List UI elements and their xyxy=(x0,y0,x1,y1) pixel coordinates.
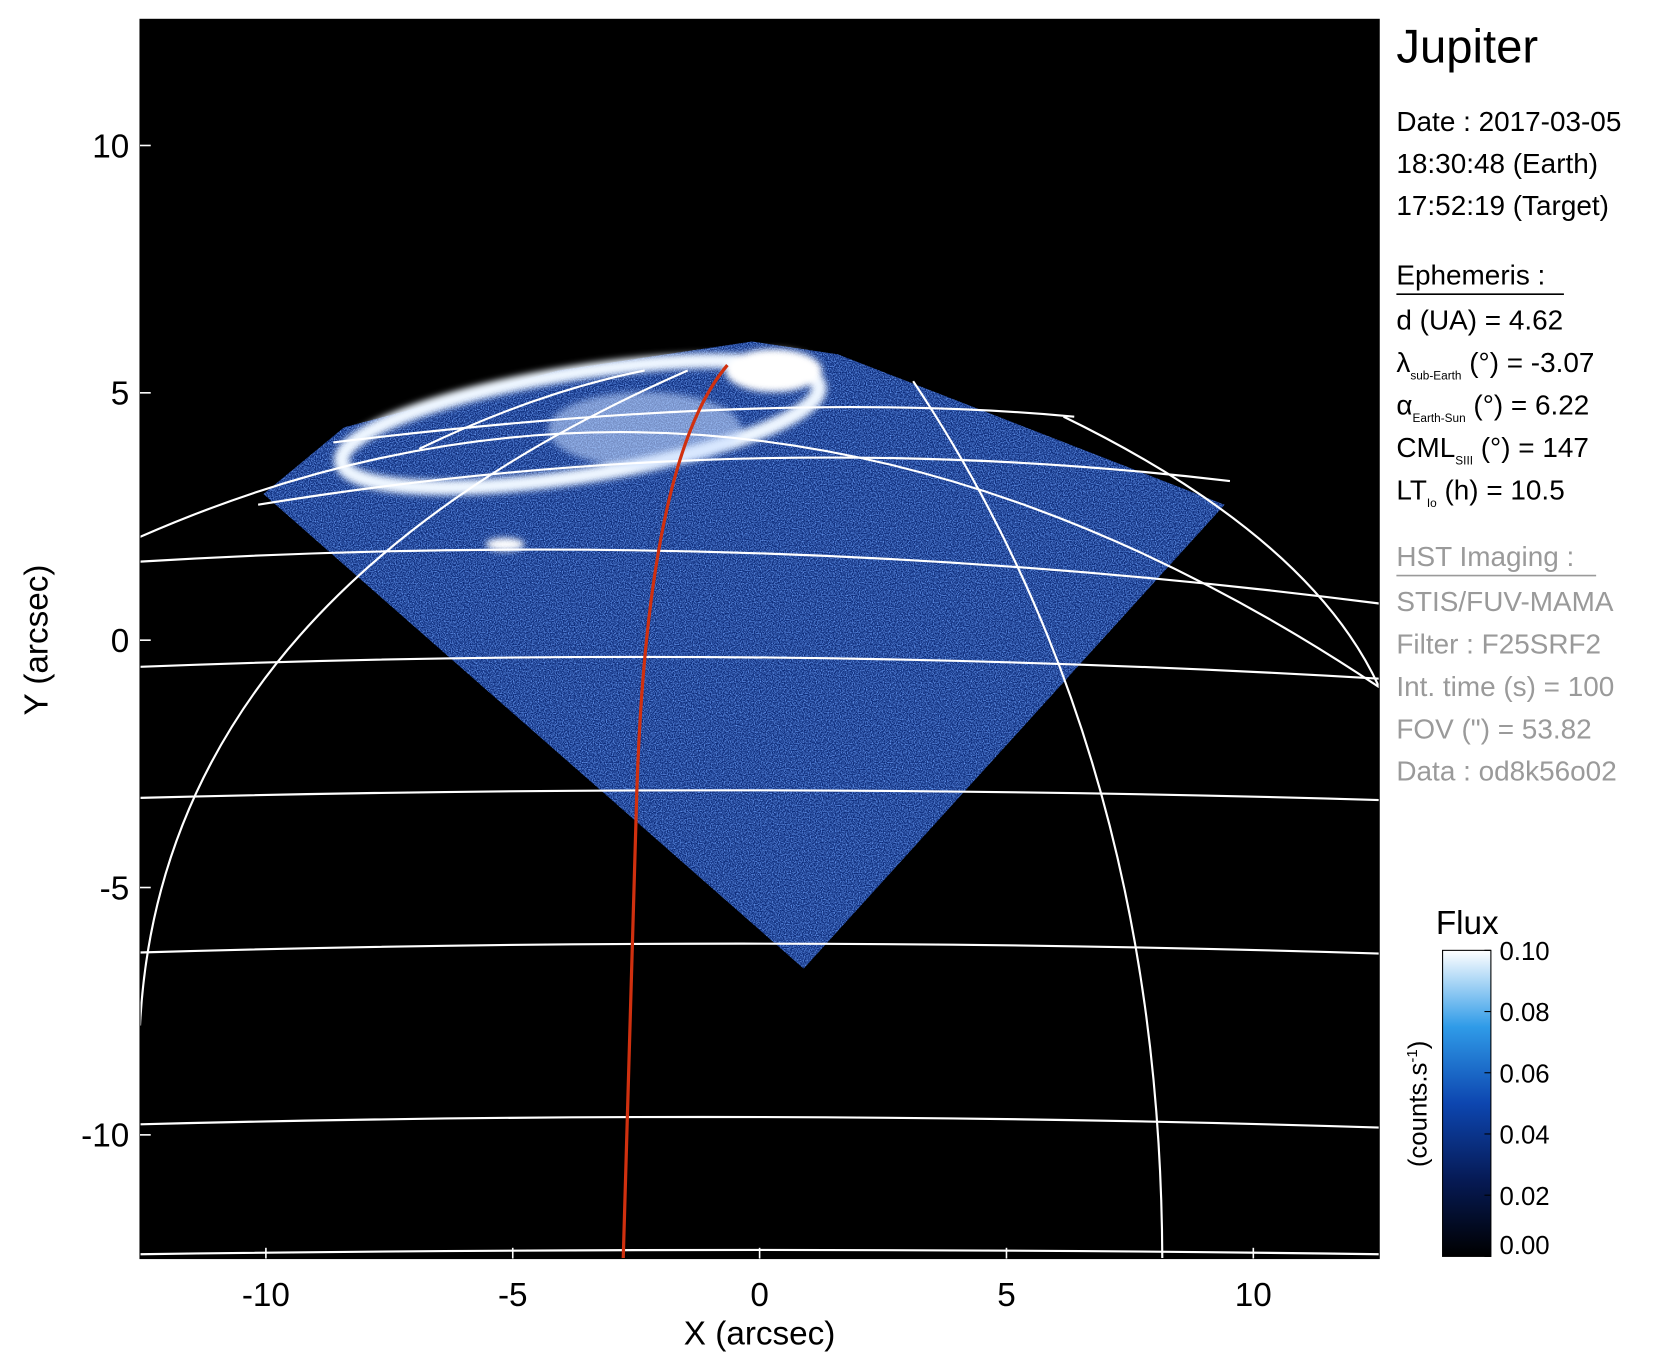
ephemeris-text: (°) = -3.07 xyxy=(1462,347,1595,378)
ephemeris-symbol: LT xyxy=(1396,474,1427,505)
image xyxy=(140,19,1380,1259)
target-name: Jupiter xyxy=(1396,20,1538,73)
y-tick-label: 10 xyxy=(92,128,129,165)
colorbar-title: Flux xyxy=(1436,905,1499,942)
imaging-line: Int. time (s) = 100 xyxy=(1396,671,1614,702)
x-tick-label: -5 xyxy=(498,1277,528,1314)
ephemeris-line: αEarth-Sun (°) = 6.22 xyxy=(1396,390,1589,426)
ephemeris-line: CMLSIII (°) = 147 xyxy=(1396,432,1589,468)
colorbar-tick-label: 0.10 xyxy=(1499,938,1549,966)
colorbar-tick-label: 0.06 xyxy=(1499,1060,1549,1088)
colorbar-tick-label: 0.02 xyxy=(1499,1183,1549,1211)
aurora xyxy=(333,348,827,551)
central-meridian xyxy=(621,364,729,1259)
ephemeris-text: (h) = 10.5 xyxy=(1437,474,1565,505)
ephemeris-line: λsub-Earth (°) = -3.07 xyxy=(1396,347,1594,383)
imaging-line: Filter : F25SRF2 xyxy=(1396,628,1601,659)
ephemeris-symbol: λ xyxy=(1396,347,1410,378)
colorbar-tick-label: 0.08 xyxy=(1499,999,1549,1027)
imaging-line: Data : od8k56o02 xyxy=(1396,756,1616,787)
x-tick-label: 5 xyxy=(997,1277,1016,1314)
ephemeris-symbol: d (UA) = 4.62 xyxy=(1396,305,1563,336)
colorbar-label-close: ) xyxy=(1404,1041,1432,1050)
date-line: 18:30:48 (Earth) xyxy=(1396,148,1598,179)
colorbar-label: (counts.s-1) xyxy=(1404,1041,1433,1168)
y-tick-label: -5 xyxy=(100,870,130,907)
colorbar-tick-label: 0.04 xyxy=(1499,1122,1549,1150)
date-line: 17:52:19 (Target) xyxy=(1396,190,1609,221)
x-tick-label: 0 xyxy=(750,1277,769,1314)
colorbar xyxy=(1442,949,1492,1257)
ephemeris-sub: Io xyxy=(1427,496,1437,510)
y-tick-label: 0 xyxy=(111,623,130,660)
x-tick-label: -10 xyxy=(242,1277,290,1314)
ephemeris-sub: sub-Earth xyxy=(1410,369,1461,383)
ephemeris-line: LTIo (h) = 10.5 xyxy=(1396,474,1564,510)
imaging-line: STIS/FUV-MAMA xyxy=(1396,586,1613,617)
y-tick-label: -10 xyxy=(81,1118,129,1155)
imaging-title: HST Imaging : xyxy=(1396,541,1574,572)
planet-grid xyxy=(140,369,1380,1259)
y-axis-label: Y (arcsec) xyxy=(19,565,56,716)
imaging-line: FOV (") = 53.82 xyxy=(1396,713,1591,744)
ephemeris-text: (°) = 147 xyxy=(1473,432,1589,463)
ephemeris-sub: Earth-Sun xyxy=(1413,411,1466,425)
ephemeris-line: d (UA) = 4.62 xyxy=(1396,305,1563,336)
y-tick-label: 5 xyxy=(111,376,130,413)
ephemeris-symbol: CML xyxy=(1396,432,1455,463)
colorbar-label-sup: -1 xyxy=(1404,1049,1421,1062)
colorbar-tick-label: 0.00 xyxy=(1499,1232,1549,1260)
ephemeris-text: (°) = 6.22 xyxy=(1466,390,1590,421)
ephemeris-title: Ephemeris : xyxy=(1396,260,1545,291)
colorbar-label-text: (counts.s xyxy=(1404,1063,1432,1168)
ephemeris-symbol: α xyxy=(1396,390,1412,421)
x-axis-label: X (arcsec) xyxy=(684,1315,836,1352)
ephemeris-sub: SIII xyxy=(1455,453,1473,467)
date-line: Date : 2017-03-05 xyxy=(1396,106,1621,137)
x-tick-label: 10 xyxy=(1235,1277,1272,1314)
